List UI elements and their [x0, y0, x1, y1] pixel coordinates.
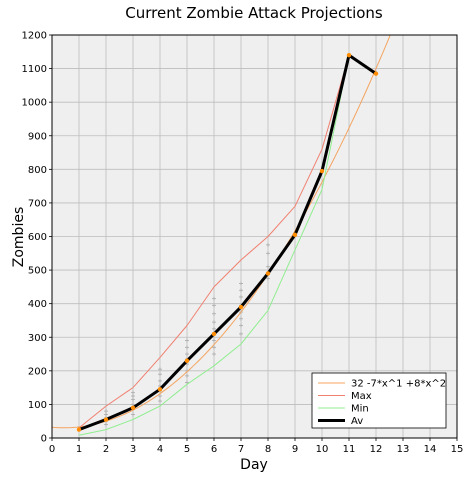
scatter-point [212, 311, 216, 316]
scatter-point [131, 390, 135, 395]
scatter-point [185, 352, 189, 357]
scatter-point [239, 331, 243, 336]
y-tick-label: 900 [28, 131, 47, 142]
y-tick-label: 300 [28, 333, 47, 344]
x-tick-label: 3 [130, 444, 136, 455]
scatter-point [266, 276, 270, 281]
y-tick-label: 700 [28, 198, 47, 209]
scatter-point [158, 378, 162, 383]
series-lines [52, 35, 391, 436]
scatter-point [185, 373, 189, 378]
x-tick-label: 12 [370, 444, 383, 455]
scatter-point [131, 397, 135, 402]
scatter-point [239, 281, 243, 286]
scatter-point [212, 352, 216, 357]
scatter-point [266, 251, 270, 256]
av-marker [238, 304, 244, 310]
x-tick-label: 1 [76, 444, 82, 455]
x-tick-label: 4 [157, 444, 163, 455]
av-marker [157, 387, 163, 392]
y-tick-label: 100 [28, 400, 47, 411]
scatter-point [158, 367, 162, 372]
av-marker [319, 168, 325, 174]
scatter-point [212, 345, 216, 350]
scatter-point [158, 372, 162, 377]
scatter-point [185, 345, 189, 350]
legend-box [311, 372, 447, 429]
scatter-point [212, 338, 216, 343]
x-tick-label: 14 [424, 444, 437, 455]
series-line-32-7-x-1-8-x-2 [52, 35, 391, 429]
scatter-point [131, 394, 135, 399]
legend-label: Min [351, 404, 369, 415]
legend-label: Max [351, 391, 372, 402]
av-marker [130, 405, 136, 410]
y-tick-label: 600 [28, 232, 47, 243]
x-tick-label: 11 [343, 444, 356, 455]
scatter-point [104, 422, 108, 427]
scatter-point [185, 338, 189, 343]
x-tick-label: 8 [265, 444, 271, 455]
av-marker [184, 358, 190, 363]
y-tick-label: 1000 [22, 98, 47, 109]
av-marker [76, 427, 82, 432]
scatter-point [104, 409, 108, 414]
legend-label: 32 -7*x^1 +8*x^2 [351, 379, 446, 390]
av-marker [292, 232, 298, 238]
x-tick-label: 13 [397, 444, 410, 455]
scatter-point [239, 316, 243, 321]
scatter-point [266, 264, 270, 269]
y-tick-label: 400 [28, 299, 47, 310]
x-tick-label: 5 [184, 444, 190, 455]
scatter-point [212, 303, 216, 308]
scatter-point [158, 394, 162, 399]
scatter-point [266, 242, 270, 247]
av-marker [265, 271, 271, 276]
av-marker [373, 71, 379, 76]
axis-ticks: 0 1 2 3 4 5 6 7 8 9 10 11 12 13 14 15010020030040050060… [22, 31, 464, 456]
x-tick-label: 10 [316, 444, 329, 455]
scatter-point [158, 399, 162, 404]
x-tick-label: 9 [292, 444, 298, 455]
x-axis-title: Day [240, 457, 268, 473]
x-tick-label: 2 [103, 444, 109, 455]
series-line-av [78, 53, 377, 432]
scatter-point [212, 296, 216, 301]
y-tick-label: 200 [28, 366, 47, 377]
av-marker [103, 417, 109, 422]
y-tick-label: 1100 [22, 64, 47, 75]
scatter-point [131, 412, 135, 417]
series-line-max [78, 55, 350, 429]
scatter-point [104, 412, 108, 417]
scatter-point [212, 326, 216, 331]
series-line-min [78, 55, 350, 436]
x-tick-label: 6 [211, 444, 217, 455]
y-axis-title: Zombies [11, 207, 27, 267]
scatter-point [212, 320, 216, 325]
x-tick-label: 7 [238, 444, 244, 455]
x-tick-label: 15 [451, 444, 464, 455]
scatter-point [239, 288, 243, 293]
y-tick-label: 1200 [22, 31, 47, 42]
y-tick-label: 500 [28, 266, 47, 277]
scatter-point [239, 323, 243, 328]
av-marker [211, 331, 217, 337]
legend-label: Av [351, 416, 363, 427]
scatter-point [239, 294, 243, 299]
y-tick-label: 800 [28, 165, 47, 176]
av-marker [346, 52, 352, 58]
chart-title: Current Zombie Attack Projections [125, 4, 383, 22]
y-tick-label: 0 [41, 434, 47, 445]
x-tick-label: 0 [49, 444, 55, 455]
